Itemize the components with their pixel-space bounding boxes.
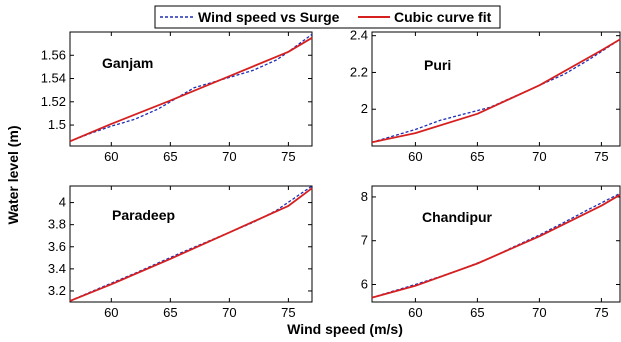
- plot-area: [371, 185, 621, 303]
- station-label: Paradeep: [112, 207, 175, 223]
- y-axis-label: Water level (m): [5, 125, 21, 224]
- x-tick-label: 70: [222, 305, 236, 320]
- x-tick-label: 60: [408, 305, 422, 320]
- x-tick-label: 60: [104, 305, 118, 320]
- y-tick-label: 1.52: [41, 94, 66, 109]
- panel-puri: 60 65 70 75 2 2.2 2.4 Puri: [350, 28, 621, 164]
- series-line-observed: [69, 33, 313, 142]
- x-tick-label: 60: [104, 149, 118, 164]
- x-tick-label: 65: [163, 305, 177, 320]
- y-tick-label: 3.4: [48, 261, 66, 276]
- station-label: Ganjam: [102, 55, 153, 71]
- plot-area: [69, 185, 313, 303]
- y-tick-label: 3.8: [48, 217, 66, 232]
- panels: 60 65 70 75 1.5 1.52 1.54 1.56 Ganjam 60 65 70 75 2 2.…: [41, 28, 621, 320]
- x-tick-label: 75: [594, 149, 608, 164]
- series-line-observed: [371, 192, 621, 299]
- x-tick-label: 70: [532, 305, 546, 320]
- y-tick-label: 7: [361, 233, 368, 248]
- panel-ganjam: 60 65 70 75 1.5 1.52 1.54 1.56 Ganjam: [41, 31, 313, 164]
- x-tick-label: 70: [222, 149, 236, 164]
- x-tick-label: 75: [594, 305, 608, 320]
- x-axis-label: Wind speed (m/s): [287, 321, 403, 337]
- plot-area: [371, 31, 621, 147]
- legend-label-fit: Cubic curve fit: [394, 9, 492, 25]
- y-tick-label: 3.6: [48, 239, 66, 254]
- y-tick-label: 6: [361, 276, 368, 291]
- station-label: Chandipur: [422, 209, 493, 225]
- y-tick-label: 2.2: [350, 64, 368, 79]
- x-tick-label: 65: [163, 149, 177, 164]
- x-tick-label: 75: [281, 305, 295, 320]
- x-tick-label: 75: [281, 149, 295, 164]
- y-tick-label: 2.4: [350, 28, 368, 43]
- y-tick-label: 3.2: [48, 283, 66, 298]
- x-tick-label: 60: [408, 149, 422, 164]
- y-tick-label: 8: [361, 189, 368, 204]
- legend: Wind speed vs Surge Cubic curve fit: [154, 5, 501, 29]
- series-line-fit: [371, 38, 621, 144]
- legend-box: [154, 5, 501, 29]
- series-line-fit: [371, 194, 621, 299]
- y-tick-label: 4: [59, 195, 66, 210]
- x-tick-label: 65: [470, 305, 484, 320]
- x-tick-label: 70: [532, 149, 546, 164]
- y-tick-label: 1.54: [41, 71, 66, 86]
- station-label: Puri: [424, 57, 451, 73]
- y-tick-label: 1.5: [48, 117, 66, 132]
- y-tick-label: 1.56: [41, 47, 66, 62]
- legend-label-observed: Wind speed vs Surge: [198, 9, 340, 25]
- panel-chandipur: 60 65 70 75 6 7 8 Chandipur: [361, 185, 621, 320]
- series-line-fit: [69, 187, 313, 302]
- y-tick-label: 2: [361, 101, 368, 116]
- panel-paradeep: 60 65 70 75 3.2 3.4 3.6 3.8 4 Paradeep: [48, 185, 313, 320]
- x-tick-label: 65: [470, 149, 484, 164]
- series-line-fit: [69, 37, 313, 143]
